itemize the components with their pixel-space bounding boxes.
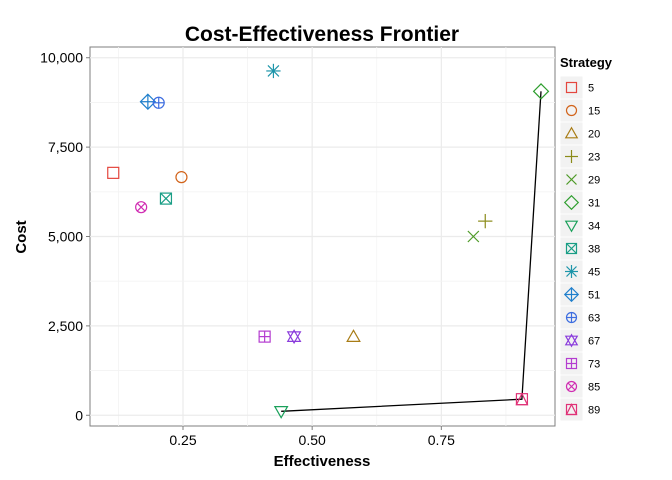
x-axis-title: Effectiveness — [274, 453, 371, 470]
point-strategy-5 — [107, 166, 120, 179]
legend: Strategy 5 15 20 23 29 31 34 38 45 51 63 67 73 85 89 — [559, 55, 613, 422]
legend-key-symbol — [565, 311, 578, 324]
legend-label: 63 — [588, 313, 600, 325]
legend-key-box — [559, 213, 584, 238]
grid-lines — [90, 47, 555, 426]
legend-label: 5 — [588, 83, 594, 95]
legend-label: 67 — [588, 336, 600, 348]
legend-key-box — [559, 75, 584, 100]
legend-key-symbol — [564, 220, 579, 233]
legend-key-box — [559, 190, 584, 215]
point-strategy-15 — [175, 171, 188, 184]
legend-item-20: 20 — [559, 121, 600, 146]
point-strategy-29 — [467, 230, 480, 243]
frontier-line — [281, 91, 542, 412]
point-strategy-67 — [286, 329, 302, 345]
legend-label: 45 — [588, 267, 600, 279]
x-tick-label: 0.25 — [169, 432, 196, 448]
x-tick-label: 0.75 — [428, 432, 455, 448]
point-strategy-85 — [135, 201, 148, 214]
y-tick-label: 0 — [75, 407, 83, 423]
legend-item-89: 89 — [559, 397, 600, 422]
legend-label: 15 — [588, 106, 600, 118]
legend-key-symbol — [565, 81, 578, 94]
legend-label: 89 — [588, 405, 600, 417]
legend-label: 20 — [588, 129, 600, 141]
legend-item-23: 23 — [559, 144, 600, 169]
point-strategy-38 — [159, 192, 173, 205]
legend-item-5: 5 — [559, 75, 594, 100]
legend-item-15: 15 — [559, 98, 600, 123]
y-axis-title: Cost — [13, 220, 30, 253]
legend-item-51: 51 — [559, 282, 600, 307]
y-tick-label: 5,000 — [48, 229, 83, 245]
point-strategy-89 — [515, 392, 529, 406]
legend-item-85: 85 — [559, 374, 600, 399]
y-tick-label: 2,500 — [48, 318, 83, 334]
frontier-line-group — [281, 91, 542, 412]
point-strategy-23 — [478, 213, 493, 229]
legend-title: Strategy — [560, 55, 613, 70]
legend-label: 73 — [588, 359, 600, 371]
point-strategy-45 — [266, 63, 281, 79]
y-tick-label: 7,500 — [48, 139, 83, 155]
legend-item-38: 38 — [559, 236, 600, 261]
legend-key-box — [559, 397, 584, 422]
legend-label: 51 — [588, 290, 600, 302]
legend-label: 31 — [588, 198, 600, 210]
legend-key-symbol — [565, 403, 578, 416]
legend-item-34: 34 — [559, 213, 600, 238]
axes: 0.25 0.50 0.75 0 2,500 5,000 7,500 10,000 — [40, 50, 455, 448]
legend-key-symbol — [565, 150, 578, 163]
legend-key-symbol — [564, 333, 579, 348]
legend-item-31: 31 — [559, 190, 600, 215]
point-strategy-63 — [152, 96, 165, 109]
legend-key-symbol — [565, 104, 578, 117]
legend-label: 85 — [588, 382, 600, 394]
legend-key-symbol — [565, 380, 578, 393]
point-strategy-34 — [273, 405, 289, 419]
point-strategy-20 — [346, 329, 361, 342]
legend-key-box — [559, 328, 584, 353]
point-strategy-31 — [532, 83, 550, 100]
legend-key-box — [559, 98, 584, 123]
legend-items: 5 15 20 23 29 31 34 38 45 51 63 67 73 85 89 — [559, 75, 600, 422]
legend-key-box — [559, 121, 584, 146]
legend-key-symbol — [563, 286, 580, 303]
chart-title: Cost-Effectiveness Frontier — [185, 23, 459, 46]
legend-label: 34 — [588, 221, 600, 233]
legend-key-symbol — [564, 126, 579, 139]
legend-item-63: 63 — [559, 305, 600, 330]
legend-key-symbol — [563, 194, 580, 211]
y-tick-label: 10,000 — [40, 50, 83, 66]
legend-key-symbol — [566, 174, 577, 185]
legend-key-symbol — [565, 242, 578, 255]
legend-label: 38 — [588, 244, 600, 256]
legend-key-symbol — [565, 265, 578, 278]
data-points — [107, 63, 550, 419]
legend-label: 23 — [588, 152, 600, 164]
x-tick-label: 0.50 — [299, 432, 326, 448]
legend-label: 29 — [588, 175, 600, 187]
legend-item-29: 29 — [559, 167, 600, 192]
legend-key-symbol — [565, 357, 578, 370]
legend-item-67: 67 — [559, 328, 600, 353]
legend-item-45: 45 — [559, 259, 600, 284]
legend-item-73: 73 — [559, 351, 600, 376]
point-strategy-73 — [258, 330, 271, 343]
